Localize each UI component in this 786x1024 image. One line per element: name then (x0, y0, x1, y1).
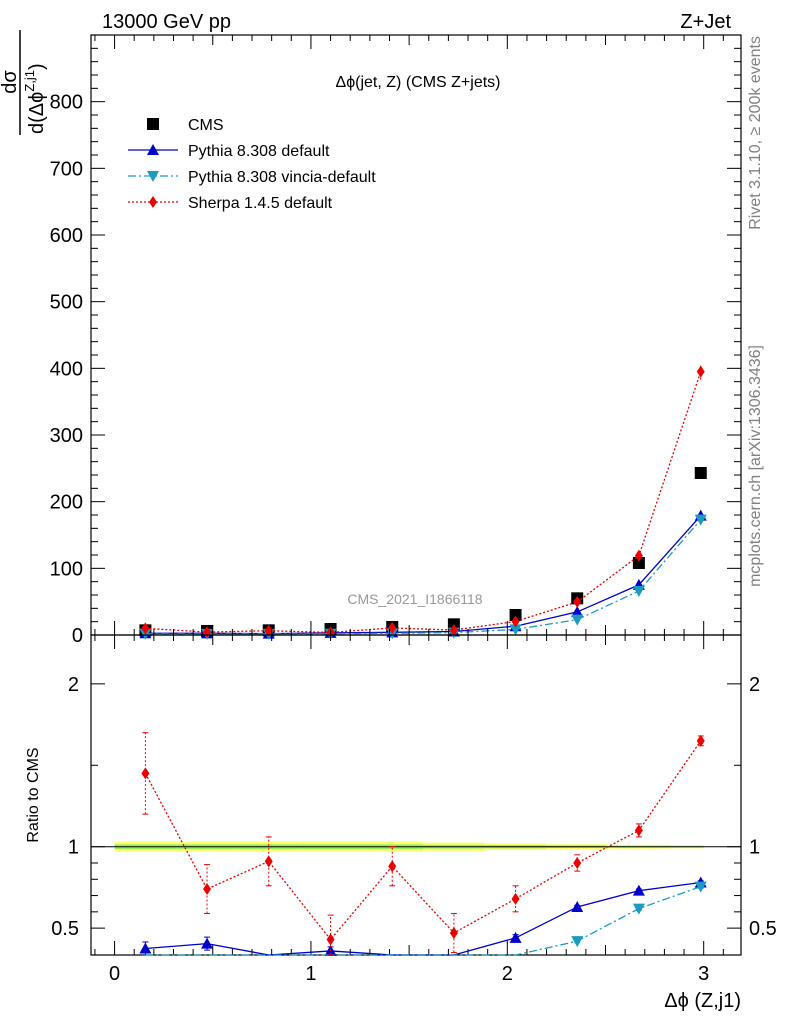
top-series-point (634, 549, 643, 562)
ratio-series-point (509, 931, 522, 943)
top-series-line (145, 515, 702, 635)
ratio-series-line (145, 885, 701, 956)
ratio-series-point (141, 767, 150, 780)
top-y-tick-label: 200 (50, 492, 83, 514)
legend-marker-cms (147, 118, 159, 130)
bottom-y-tick-label-right: 0.5 (749, 918, 777, 940)
bottom-series-marks (139, 732, 707, 956)
top-series-line (145, 519, 702, 635)
ratio-y-axis-label: Ratio to CMS (25, 747, 42, 842)
ratio-series-line (145, 881, 701, 956)
ratio-series-point (696, 734, 705, 747)
ratio-series-point (694, 881, 707, 893)
top-series-point (573, 595, 582, 608)
top-series-point (571, 614, 584, 626)
mcplots-label: mcplots.cern.ch [arXiv:1306.3436] (747, 345, 764, 587)
top-plot-title: Δϕ(jet, Z) (CMS Z+jets) (336, 74, 501, 91)
cms-data-point (509, 609, 522, 621)
top-y-ticks: 0 100 200 300 400 500 600 700 800 (50, 47, 741, 647)
bottom-y-tick-label: 2 (68, 674, 79, 696)
ratio-series-point (632, 884, 645, 896)
legend-marker (149, 196, 157, 208)
top-series-point (511, 615, 520, 628)
top-series-point (509, 624, 522, 636)
x-tick-label: 0 (109, 963, 120, 985)
top-series-point (571, 605, 584, 617)
top-y-tick-label: 300 (50, 425, 83, 447)
top-series-point (632, 586, 645, 597)
top-y-tick-label: 600 (50, 225, 83, 247)
bottom-y-tick-label-right: 1 (749, 837, 760, 859)
bottom-y-tick-label: 0.5 (51, 918, 79, 940)
x-tick-label: 1 (305, 963, 316, 985)
ratio-series-point (139, 942, 152, 954)
y-axis-label-superscript: Z,j1 (22, 70, 37, 92)
legend-marker (147, 171, 159, 182)
top-series-line (145, 371, 702, 634)
top-series-point (141, 622, 150, 635)
ratio-series-point (449, 927, 458, 940)
ratio-series-point (573, 856, 582, 869)
top-panel: Δϕ(jet, Z) (CMS Z+jets) CMS_2021_I186611… (0, 30, 742, 647)
y-axis-label-numerator: dσ (0, 70, 21, 94)
y-axis-label: dσ d(ΔϕZ,j1) (0, 30, 48, 135)
ratio-series-point (264, 855, 273, 868)
ratio-series-point (203, 883, 212, 896)
legend-entry-label: Pythia 8.308 vincia-default (188, 169, 376, 186)
ratio-series-line (144, 740, 702, 941)
x-axis-label: Δϕ (Z,j1) (664, 990, 741, 1012)
ratio-series-point (511, 892, 520, 905)
top-y-tick-label: 700 (50, 158, 83, 180)
top-y-tick-label: 800 (50, 92, 83, 114)
x-tick-label: 3 (698, 963, 709, 985)
y-axis-label-denominator: d(ΔϕZ,j1) (22, 63, 48, 134)
cms-data-point (632, 557, 645, 569)
bottom-panel: 0.5 0.5 1 1 2 2 0 1 2 3 Ratio to CMS Δϕ (Z,j1) (25, 35, 777, 1012)
watermark-label: CMS_2021_I1866118 (347, 591, 482, 607)
y-axis-label-den-text: d(Δϕ (26, 92, 48, 134)
cms-data-point (694, 467, 707, 479)
top-y-tick-label: 400 (50, 358, 83, 380)
top-series-point (264, 624, 273, 637)
top-y-tick-label: 0 (72, 625, 83, 647)
rivet-label: Rivet 3.1.10, ≥ 200k events (747, 36, 764, 230)
bottom-y-ticks: 0.5 0.5 1 1 2 2 (51, 674, 777, 940)
x-tick-label: 2 (502, 963, 513, 985)
legend-entry-label: Sherpa 1.4.5 default (188, 195, 333, 212)
ratio-series-point (388, 860, 397, 873)
top-y-tick-label: 500 (50, 292, 83, 314)
bottom-y-tick-label-right: 2 (749, 674, 760, 696)
ratio-series-point (571, 900, 584, 912)
top-series-point (449, 624, 458, 637)
ratio-series-point (634, 824, 643, 837)
top-y-tick-label: 100 (50, 558, 83, 580)
header-energy: 13000 GeV pp (102, 11, 231, 33)
legend: CMS Pythia 8.308 default Pythia 8.308 vinc… (128, 117, 376, 212)
ratio-series-point (632, 903, 645, 915)
y-axis-label-close: ) (26, 63, 48, 70)
ratio-series-point (571, 936, 584, 948)
legend-marker (147, 144, 159, 155)
top-series-point (388, 621, 397, 634)
ratio-series-point (326, 933, 335, 946)
x-ticks: 0 1 2 3 (94, 35, 724, 985)
header-process: Z+Jet (680, 11, 731, 33)
top-series-point (696, 365, 705, 378)
bottom-y-tick-label: 1 (68, 837, 79, 859)
top-series-point (694, 514, 707, 526)
legend-entry-label: CMS (188, 117, 224, 134)
ratio-series-point (201, 937, 214, 949)
legend-entry-label: Pythia 8.308 default (188, 143, 330, 160)
